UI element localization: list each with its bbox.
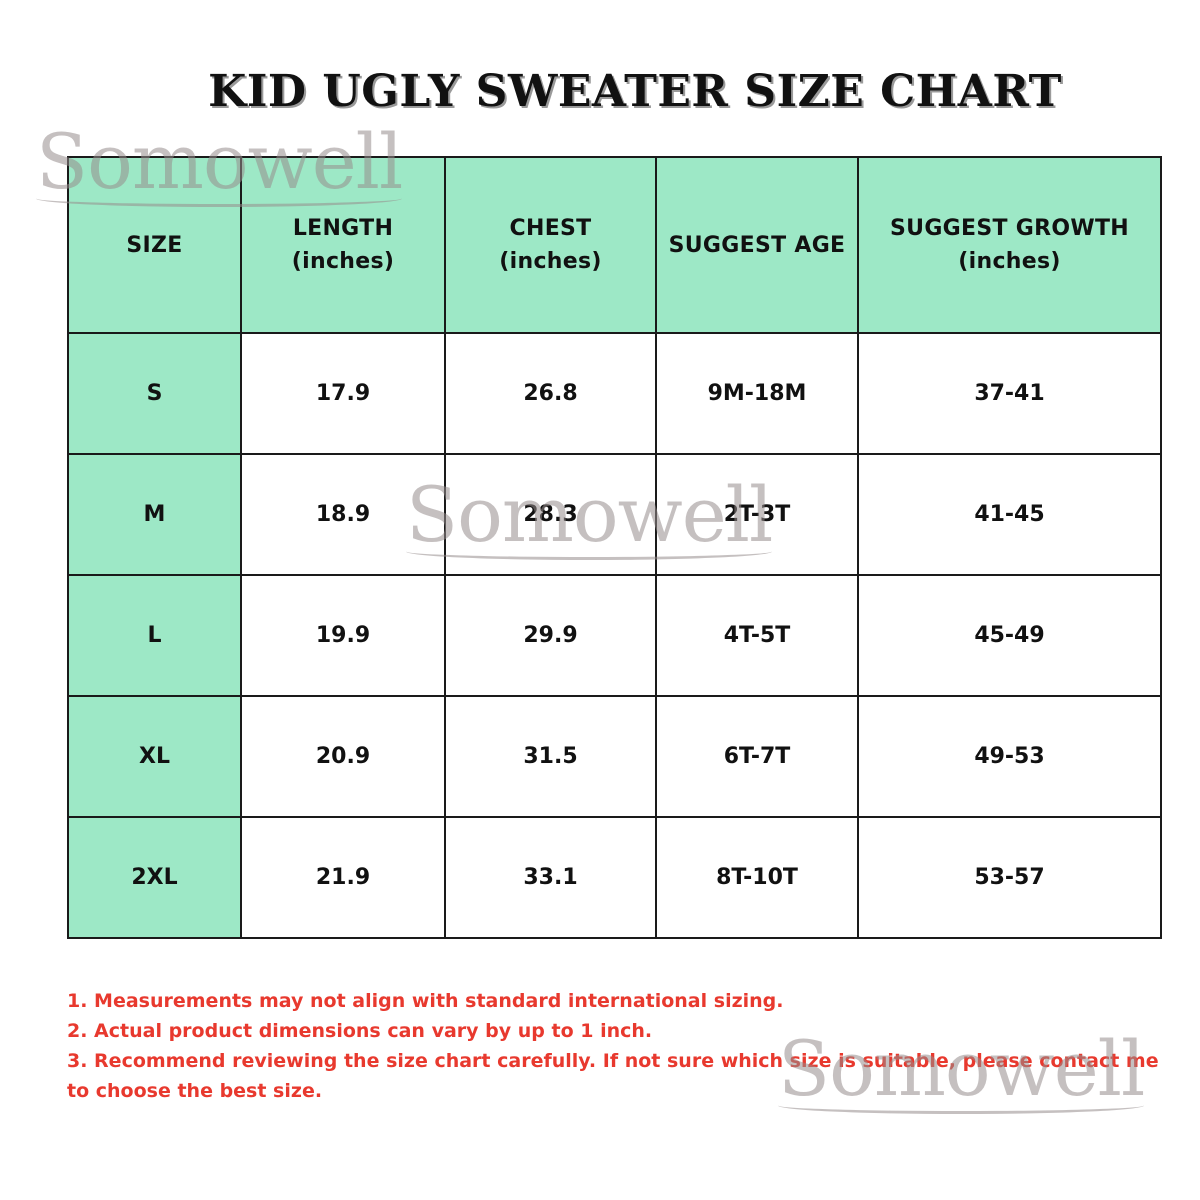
column-header-length: LENGTH (inches) xyxy=(240,156,446,334)
age-cell: 4T-5T xyxy=(655,574,859,697)
size-cell: 2XL xyxy=(67,816,242,939)
column-header-chest: CHEST (inches) xyxy=(444,156,657,334)
size-cell: L xyxy=(67,574,242,697)
growth-cell: 41-45 xyxy=(857,453,1162,576)
age-cell: 9M-18M xyxy=(655,332,859,455)
table-row: L 19.9 29.9 4T-5T 45-49 xyxy=(67,574,1162,697)
growth-cell: 45-49 xyxy=(857,574,1162,697)
length-cell: 21.9 xyxy=(240,816,446,939)
size-chart-table: SIZE LENGTH (inches) CHEST (inches) SUGG… xyxy=(67,156,1162,939)
length-cell: 20.9 xyxy=(240,695,446,818)
size-cell: S xyxy=(67,332,242,455)
length-cell: 17.9 xyxy=(240,332,446,455)
age-cell: 8T-10T xyxy=(655,816,859,939)
table-row: S 17.9 26.8 9M-18M 37-41 xyxy=(67,332,1162,455)
chest-cell: 33.1 xyxy=(444,816,657,939)
growth-cell: 53-57 xyxy=(857,816,1162,939)
length-cell: 19.9 xyxy=(240,574,446,697)
table-row: XL 20.9 31.5 6T-7T 49-53 xyxy=(67,695,1162,818)
table-header-row: SIZE LENGTH (inches) CHEST (inches) SUGG… xyxy=(67,156,1162,334)
chest-cell: 28.3 xyxy=(444,453,657,576)
table-row: M 18.9 28.3 2T-3T 41-45 xyxy=(67,453,1162,576)
note-item: 3. Recommend reviewing the size chart ca… xyxy=(67,1050,1159,1102)
note-item: 2. Actual product dimensions can vary by… xyxy=(67,1020,653,1042)
age-cell: 2T-3T xyxy=(655,453,859,576)
size-cell: M xyxy=(67,453,242,576)
column-header-suggest-growth: SUGGEST GROWTH (inches) xyxy=(857,156,1162,334)
growth-cell: 49-53 xyxy=(857,695,1162,818)
length-cell: 18.9 xyxy=(240,453,446,576)
chest-cell: 29.9 xyxy=(444,574,657,697)
chest-cell: 31.5 xyxy=(444,695,657,818)
column-header-size: SIZE xyxy=(67,156,242,334)
table-row: 2XL 21.9 33.1 8T-10T 53-57 xyxy=(67,816,1162,939)
growth-cell: 37-41 xyxy=(857,332,1162,455)
chest-cell: 26.8 xyxy=(444,332,657,455)
size-cell: XL xyxy=(67,695,242,818)
column-header-suggest-age: SUGGEST AGE xyxy=(655,156,859,334)
age-cell: 6T-7T xyxy=(655,695,859,818)
sizing-notes: 1. Measurements may not align with stand… xyxy=(67,986,1177,1106)
page-title: KID UGLY SWEATER SIZE CHART xyxy=(208,66,1062,117)
note-item: 1. Measurements may not align with stand… xyxy=(67,990,784,1012)
